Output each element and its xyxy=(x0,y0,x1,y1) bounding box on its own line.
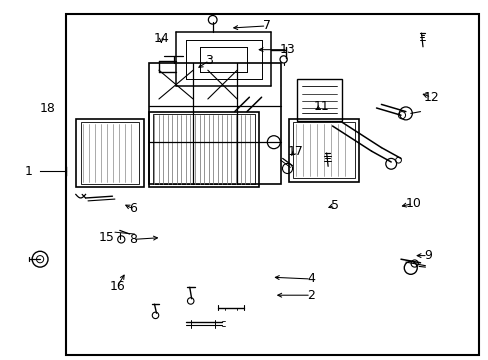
Text: 18: 18 xyxy=(40,102,56,114)
Text: 4: 4 xyxy=(306,273,314,285)
Bar xyxy=(66,14,478,355)
Text: 7: 7 xyxy=(262,19,270,32)
Text: 14: 14 xyxy=(153,32,169,45)
Bar xyxy=(76,119,144,187)
Text: 13: 13 xyxy=(279,43,295,56)
Bar xyxy=(288,119,359,182)
Text: 15: 15 xyxy=(99,231,114,244)
Text: 11: 11 xyxy=(313,100,329,113)
Bar xyxy=(153,114,255,184)
Text: 17: 17 xyxy=(287,145,303,158)
Text: 2: 2 xyxy=(306,289,314,302)
Bar xyxy=(293,122,354,178)
Bar xyxy=(297,79,342,121)
Text: 1: 1 xyxy=(24,165,32,177)
Text: 6: 6 xyxy=(129,202,137,215)
Text: 12: 12 xyxy=(423,91,438,104)
Text: 5: 5 xyxy=(330,199,338,212)
Text: 16: 16 xyxy=(109,280,125,293)
Bar xyxy=(81,122,139,184)
Text: 10: 10 xyxy=(405,197,420,210)
Text: 8: 8 xyxy=(129,233,137,246)
Bar xyxy=(149,63,281,184)
Bar xyxy=(149,112,259,187)
Text: 3: 3 xyxy=(205,54,213,67)
Text: 9: 9 xyxy=(423,249,431,262)
